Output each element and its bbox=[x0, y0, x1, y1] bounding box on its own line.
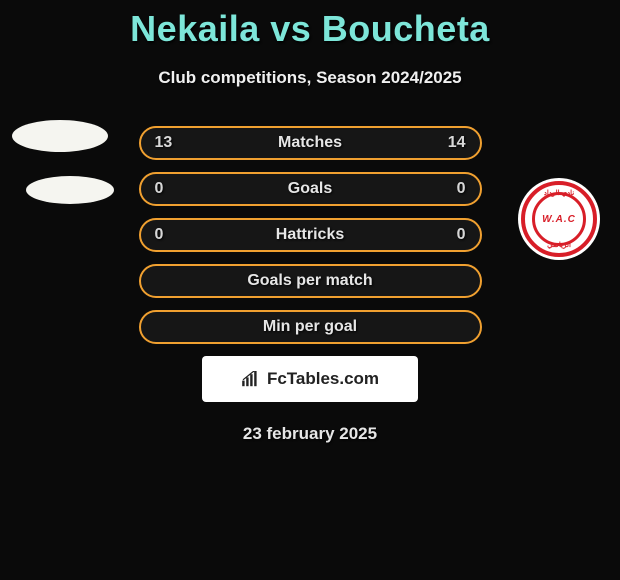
stat-right-value: 0 bbox=[442, 180, 466, 198]
bar-chart-icon bbox=[241, 371, 261, 387]
stats-container: 13 Matches 14 0 Goals 0 0 Hattricks 0 Go… bbox=[0, 126, 620, 444]
page-title: Nekaila vs Boucheta bbox=[0, 0, 620, 50]
stat-right-value: 14 bbox=[442, 134, 466, 152]
stat-right-value: 0 bbox=[442, 226, 466, 244]
stat-row-goals-per-match: Goals per match bbox=[139, 264, 482, 298]
stat-left-value: 0 bbox=[155, 180, 179, 198]
subtitle: Club competitions, Season 2024/2025 bbox=[0, 68, 620, 88]
brand-logo-text: FcTables.com bbox=[267, 369, 379, 389]
stat-label: Hattricks bbox=[276, 226, 344, 244]
stat-left-value: 13 bbox=[155, 134, 179, 152]
stat-row-min-per-goal: Min per goal bbox=[139, 310, 482, 344]
stat-left-value: 0 bbox=[155, 226, 179, 244]
stat-row-matches: 13 Matches 14 bbox=[139, 126, 482, 160]
stat-label: Min per goal bbox=[263, 318, 357, 336]
stat-label: Matches bbox=[278, 134, 342, 152]
date-text: 23 february 2025 bbox=[0, 424, 620, 444]
stat-label: Goals per match bbox=[247, 272, 372, 290]
stat-row-goals: 0 Goals 0 bbox=[139, 172, 482, 206]
brand-logo-box: FcTables.com bbox=[202, 356, 418, 402]
stat-label: Goals bbox=[288, 180, 332, 198]
stat-row-hattricks: 0 Hattricks 0 bbox=[139, 218, 482, 252]
